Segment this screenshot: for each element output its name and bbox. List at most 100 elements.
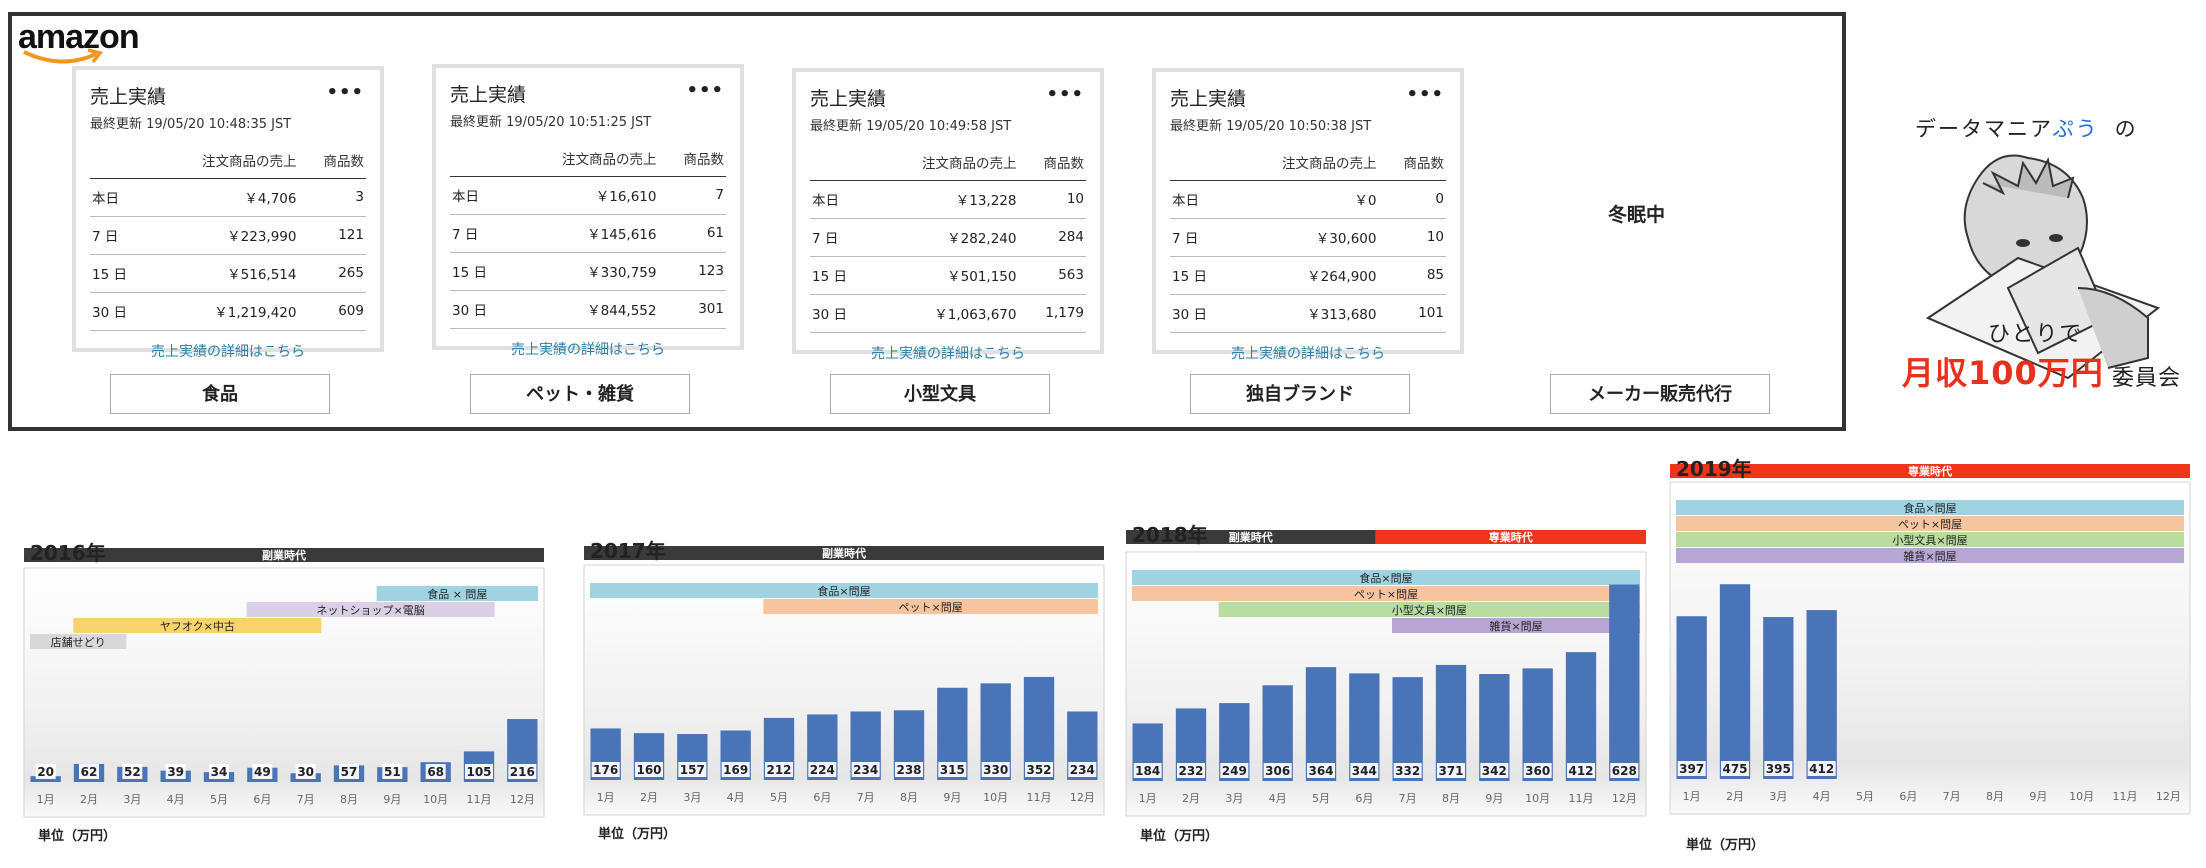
timeline-label: 食品×問屋	[1359, 571, 1412, 585]
x-tick-label: 2月	[1726, 790, 1744, 803]
count-value: 123	[658, 252, 726, 291]
more-options-icon[interactable]: •••	[326, 82, 364, 103]
x-tick-label: 6月	[1899, 790, 1917, 803]
x-tick-label: 6月	[253, 793, 271, 806]
data-label-bg	[79, 764, 99, 779]
data-label: 475	[1722, 762, 1747, 776]
data-label-bg	[1177, 763, 1205, 778]
sales-value: ￥516,514	[149, 254, 299, 293]
timeline-band	[1132, 570, 1640, 585]
data-label-bg	[122, 764, 143, 779]
chart-title: 2016年	[30, 541, 106, 565]
sales-detail-link[interactable]: 売上実績の詳細はこちら	[1231, 346, 1385, 362]
data-label-bg	[1523, 763, 1552, 778]
period-label: 7 日	[450, 214, 510, 253]
data-label: 360	[1525, 764, 1550, 778]
data-label: 30	[297, 765, 314, 779]
header-blank	[810, 146, 870, 181]
data-label-bg	[895, 762, 923, 777]
period-label: 30 日	[1170, 294, 1230, 333]
sales-detail-link[interactable]: 売上実績の詳細はこちら	[871, 346, 1025, 362]
category-button[interactable]: ペット・雑貨	[470, 374, 690, 414]
period-label: 15 日	[450, 252, 510, 291]
data-label: 397	[1679, 762, 1704, 776]
more-options-icon[interactable]: •••	[686, 80, 724, 101]
sales-card: 売上実績 ••• 最終更新 19/05/20 10:48:35 JST 注文商品…	[72, 66, 384, 360]
x-tick-label: 1月	[597, 791, 615, 804]
data-label-bg	[851, 762, 880, 777]
timeline-label: 食品×問屋	[1903, 501, 1956, 515]
period-label: 30 日	[90, 292, 150, 331]
x-tick-label: 12月	[1612, 792, 1637, 805]
sales-card: 売上実績 ••• 最終更新 19/05/20 10:51:25 JST 注文商品…	[432, 64, 744, 358]
timeline-label: 雑貨×問屋	[1903, 549, 1956, 563]
timeline-label: 小型文具×問屋	[1392, 603, 1467, 617]
category-button[interactable]: 食品	[110, 374, 330, 414]
table-row: 15 日 ￥330,759 123	[450, 252, 726, 291]
x-tick-label: 3月	[1769, 790, 1787, 803]
x-tick-label: 3月	[123, 793, 141, 806]
x-tick-label: 12月	[1070, 791, 1095, 804]
data-label-bg	[1350, 763, 1379, 778]
timeline-label: 店舗せどり	[51, 635, 106, 649]
table-row: 30 日 ￥844,552 301	[450, 290, 726, 329]
brand-headline: 月収100万円	[1902, 354, 2104, 392]
era-label: 専業時代	[1908, 464, 1952, 478]
amazon-logo: amazon	[18, 18, 140, 56]
bar	[1609, 584, 1640, 781]
x-tick-label: 11月	[2113, 790, 2138, 803]
x-tick-label: 5月	[210, 793, 228, 806]
brand-title: データマニアぷうの	[1915, 117, 2138, 141]
category-button[interactable]: 独自ブランド	[1190, 374, 1410, 414]
data-label-bg	[721, 762, 750, 777]
data-label: 62	[81, 765, 98, 779]
x-tick-label: 7月	[1399, 792, 1417, 805]
x-tick-label: 10月	[983, 791, 1008, 804]
data-label-bg	[1437, 763, 1465, 778]
x-tick-label: 2月	[1182, 792, 1200, 805]
bar	[1719, 584, 1751, 779]
x-tick-label: 8月	[900, 791, 918, 804]
period-label: 15 日	[1170, 256, 1230, 295]
more-options-icon[interactable]: •••	[1046, 84, 1084, 105]
x-tick-label: 11月	[1569, 792, 1594, 805]
data-label-bg	[252, 764, 273, 779]
last-updated: 最終更新 19/05/20 10:51:25 JST	[450, 115, 652, 130]
category-button-maker[interactable]: メーカー販売代行	[1550, 374, 1770, 414]
data-label-bg	[938, 762, 967, 777]
table-row: 7 日 ￥145,616 61	[450, 214, 726, 253]
unit-label: 単位（万円）	[1140, 828, 1218, 844]
sales-table: 注文商品の売上 商品数 本日 ￥16,610 7 7 日 ￥145,616 61…	[450, 142, 726, 329]
data-label: 234	[853, 763, 878, 777]
data-label-bg	[981, 762, 1010, 777]
period-label: 7 日	[1170, 218, 1230, 257]
data-label: 306	[1265, 764, 1290, 778]
count-value: 7	[658, 176, 726, 215]
sales-value: ￥1,219,420	[149, 292, 299, 331]
timeline-band	[30, 634, 127, 649]
data-label: 224	[810, 763, 835, 777]
category-button[interactable]: 小型文具	[830, 374, 1050, 414]
dormant-status: 冬眠中	[1608, 204, 1666, 226]
data-label: 216	[510, 765, 535, 779]
data-label-bg	[1263, 763, 1292, 778]
bar	[1763, 617, 1794, 779]
data-label: 176	[593, 763, 618, 777]
timeline-band	[1132, 586, 1640, 601]
era-label: 専業時代	[1489, 530, 1533, 544]
data-label-bg	[1307, 763, 1335, 778]
brand-sub: ひとりで	[1988, 322, 2084, 347]
data-label-bg	[765, 762, 793, 777]
sales-value: ￥13,228	[869, 180, 1019, 219]
header-sales: 注文商品の売上	[509, 142, 659, 177]
sales-value: ￥223,990	[149, 216, 299, 255]
header-blank	[450, 142, 510, 177]
sales-detail-link[interactable]: 売上実績の詳細はこちら	[151, 344, 305, 360]
sales-detail-link[interactable]: 売上実績の詳細はこちら	[511, 342, 665, 358]
data-label: 395	[1766, 762, 1791, 776]
data-label: 364	[1308, 764, 1333, 778]
more-options-icon[interactable]: •••	[1406, 84, 1444, 105]
timeline-label: 小型文具×問屋	[1892, 533, 1967, 547]
x-tick-label: 5月	[1312, 792, 1330, 805]
